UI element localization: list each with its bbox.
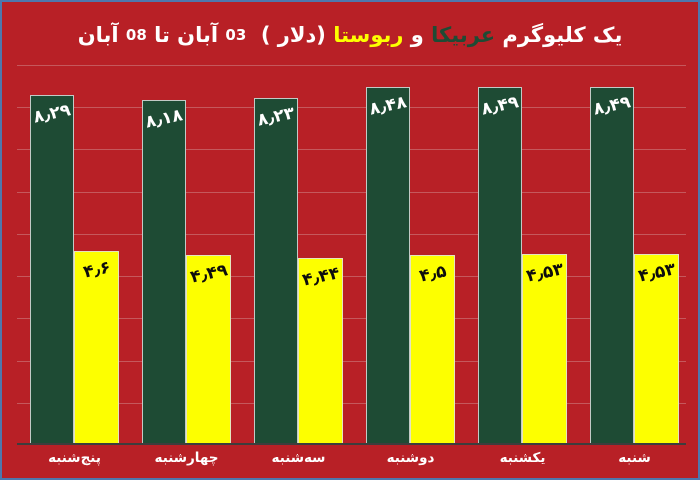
arabica-bar — [30, 95, 74, 445]
title-segment-7: 08 — [125, 26, 147, 44]
day-label: پنج‌شنبه — [48, 450, 101, 466]
title-segment-6: آبان تا — [146, 23, 226, 47]
title-segment-0: یک کلیوگرم — [495, 23, 623, 47]
gridline — [17, 318, 686, 320]
gridline — [17, 360, 686, 362]
day-label: چهارشنبه — [154, 450, 219, 466]
robusta-bar — [410, 255, 455, 445]
day-label: سه‌شنبه — [271, 450, 326, 466]
day-label: دوشنبه — [386, 450, 435, 466]
title-segment-5: 03 — [225, 26, 247, 44]
gridline — [17, 276, 686, 278]
arabica-bar — [142, 99, 186, 445]
robusta-bar — [298, 257, 343, 445]
day-label: شنبه — [618, 450, 651, 466]
gridline — [17, 149, 686, 151]
title-segment-1: عربیکا — [431, 23, 496, 47]
gridline — [17, 107, 686, 109]
robusta-bar — [74, 250, 119, 445]
title-segment-3: ربوستا — [333, 23, 404, 47]
arabica-bar — [590, 86, 634, 445]
day-label: یکشنبه — [499, 450, 546, 466]
title-segment-4: (دلار ) — [246, 23, 334, 47]
title-segment-8: آبان — [77, 23, 126, 47]
arabica-bar — [366, 87, 410, 445]
gridline — [17, 191, 686, 193]
arabica-bar — [478, 86, 522, 445]
robusta-bar — [522, 253, 567, 445]
robusta-bar — [634, 253, 679, 445]
robusta-bar — [186, 255, 231, 445]
gridline — [17, 233, 686, 235]
chart-title: یک کلیوگرم عربیکا و ربوستا (دلار ) 03 آب… — [2, 12, 698, 58]
gridline — [17, 402, 686, 404]
arabica-bar — [254, 97, 298, 445]
gridline — [17, 65, 686, 66]
x-axis-line — [17, 443, 686, 445]
title-segment-2: و — [403, 23, 432, 47]
